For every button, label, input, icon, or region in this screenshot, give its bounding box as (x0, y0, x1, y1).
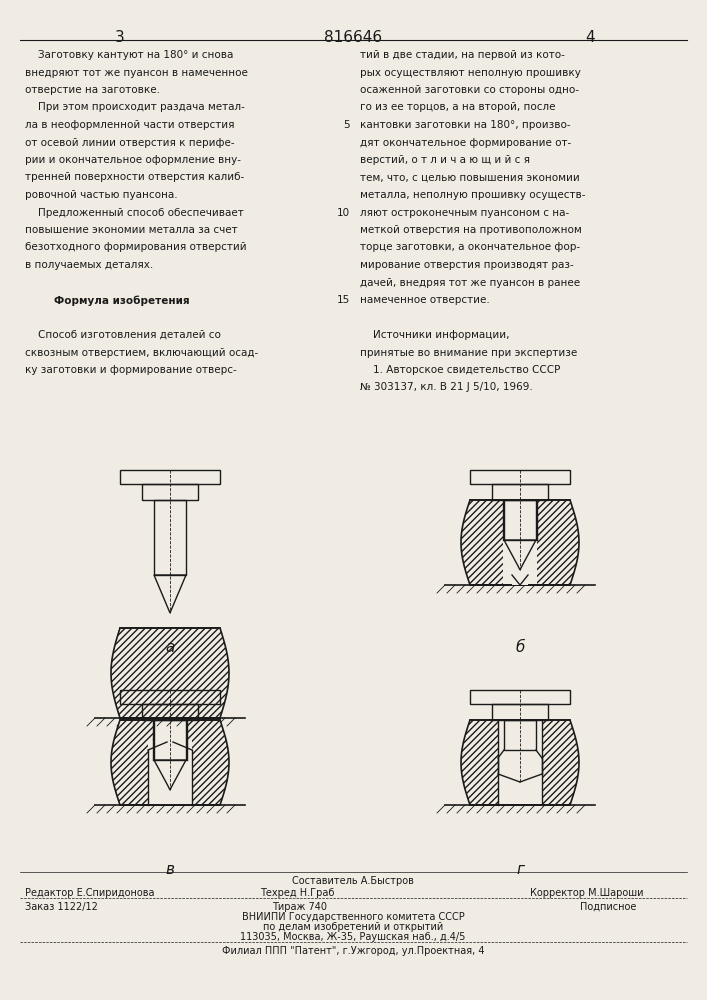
Text: мирование отверстия производят раз-: мирование отверстия производят раз- (360, 260, 574, 270)
Text: в получаемых деталях.: в получаемых деталях. (25, 260, 153, 270)
Bar (470, 470, 570, 484)
Polygon shape (461, 500, 503, 585)
Bar (120, 470, 220, 484)
Text: Заготовку кантуют на 180° и снова: Заготовку кантуют на 180° и снова (25, 50, 233, 60)
Bar (492, 484, 548, 500)
Text: 4: 4 (585, 30, 595, 45)
Text: сквозным отверстием, включающий осад-: сквозным отверстием, включающий осад- (25, 348, 258, 358)
Text: повышение экономии металла за счет: повышение экономии металла за счет (25, 225, 238, 235)
Bar (492, 704, 548, 720)
Text: 1. Авторское свидетельство СССР: 1. Авторское свидетельство СССР (360, 365, 561, 375)
Text: 15: 15 (337, 295, 350, 305)
Text: верстий, о т л и ч а ю щ и й с я: верстий, о т л и ч а ю щ и й с я (360, 155, 530, 165)
Text: го из ее торцов, а на второй, после: го из ее торцов, а на второй, после (360, 103, 556, 112)
Text: тий в две стадии, на первой из кото-: тий в две стадии, на первой из кото- (360, 50, 565, 60)
Text: Предложенный способ обеспечивает: Предложенный способ обеспечивает (25, 208, 244, 218)
Text: Редактор Е.Спиридонова: Редактор Е.Спиридонова (25, 888, 155, 898)
Polygon shape (542, 720, 579, 805)
Polygon shape (537, 500, 579, 585)
Text: дят окончательное формирование от-: дят окончательное формирование от- (360, 137, 571, 147)
Text: внедряют тот же пуансон в намеченное: внедряют тот же пуансон в намеченное (25, 68, 248, 78)
Text: г: г (516, 862, 524, 877)
Text: меткой отверстия на противоположном: меткой отверстия на противоположном (360, 225, 582, 235)
Text: тренней поверхности отверстия калиб-: тренней поверхности отверстия калиб- (25, 172, 244, 182)
Text: Формула изобретения: Формула изобретения (25, 295, 189, 306)
Text: 5: 5 (344, 120, 350, 130)
Bar (504, 500, 536, 540)
Text: Источники информации,: Источники информации, (360, 330, 510, 340)
Text: 3: 3 (115, 30, 125, 45)
Text: металла, неполную прошивку осуществ-: металла, неполную прошивку осуществ- (360, 190, 585, 200)
Polygon shape (111, 628, 229, 718)
Bar (120, 690, 220, 704)
Text: в: в (165, 862, 175, 877)
Text: Способ изготовления деталей со: Способ изготовления деталей со (25, 330, 221, 340)
Bar (470, 690, 570, 704)
Text: намеченное отверстие.: намеченное отверстие. (360, 295, 490, 305)
Text: ку заготовки и формирование отверс-: ку заготовки и формирование отверс- (25, 365, 237, 375)
Text: Техред Н.Граб: Техред Н.Граб (260, 888, 334, 898)
Text: При этом происходит раздача метал-: При этом происходит раздача метал- (25, 103, 245, 112)
Text: принятые во внимание при экспертизе: принятые во внимание при экспертизе (360, 348, 577, 358)
Bar (142, 484, 198, 500)
Text: отверстие на заготовке.: отверстие на заготовке. (25, 85, 160, 95)
Text: ровочной частью пуансона.: ровочной частью пуансона. (25, 190, 177, 200)
Polygon shape (111, 720, 153, 805)
Text: 816646: 816646 (324, 30, 382, 45)
Text: ВНИИПИ Государственного комитета СССР: ВНИИПИ Государственного комитета СССР (242, 912, 464, 922)
Bar (504, 720, 536, 750)
Text: осаженной заготовки со стороны одно-: осаженной заготовки со стороны одно- (360, 85, 579, 95)
Text: рии и окончательное оформление вну-: рии и окончательное оформление вну- (25, 155, 241, 165)
Text: кантовки заготовки на 180°, произво-: кантовки заготовки на 180°, произво- (360, 120, 571, 130)
Text: 113035, Москва, Ж-35, Раушская наб., д.4/5: 113035, Москва, Ж-35, Раушская наб., д.4… (240, 932, 466, 942)
Text: Составитель А.Быстров: Составитель А.Быстров (292, 876, 414, 886)
Text: Филиал ППП "Патент", г.Ужгород, ул.Проектная, 4: Филиал ППП "Патент", г.Ужгород, ул.Проек… (222, 946, 484, 956)
Bar (154, 720, 186, 760)
Text: тем, что, с целью повышения экономии: тем, что, с целью повышения экономии (360, 172, 580, 182)
Bar (154, 500, 186, 575)
Text: б: б (515, 640, 525, 655)
Text: торце заготовки, а окончательное фор-: торце заготовки, а окончательное фор- (360, 242, 580, 252)
Text: безотходного формирования отверстий: безотходного формирования отверстий (25, 242, 247, 252)
Text: Заказ 1122/12: Заказ 1122/12 (25, 902, 98, 912)
Text: Тираж 740: Тираж 740 (272, 902, 327, 912)
Text: 10: 10 (337, 208, 350, 218)
Text: по делам изобретений и открытий: по делам изобретений и открытий (263, 922, 443, 932)
Polygon shape (187, 720, 229, 805)
Text: Корректор М.Шароши: Корректор М.Шароши (530, 888, 643, 898)
Text: рых осуществляют неполную прошивку: рых осуществляют неполную прошивку (360, 68, 581, 78)
Text: дачей, внедряя тот же пуансон в ранее: дачей, внедряя тот же пуансон в ранее (360, 277, 580, 288)
Bar (148, 740, 192, 805)
Bar (142, 704, 198, 720)
Polygon shape (461, 720, 498, 805)
Text: а: а (165, 640, 175, 655)
Text: Подписное: Подписное (580, 902, 636, 912)
Text: ляют остроконечным пуансоном с на-: ляют остроконечным пуансоном с на- (360, 208, 569, 218)
Bar (512, 575, 528, 585)
Text: от осевой линии отверстия к перифе-: от осевой линии отверстия к перифе- (25, 137, 235, 147)
Text: № 303137, кл. В 21 J 5/10, 1969.: № 303137, кл. В 21 J 5/10, 1969. (360, 382, 533, 392)
Text: ла в неоформленной части отверстия: ла в неоформленной части отверстия (25, 120, 235, 130)
